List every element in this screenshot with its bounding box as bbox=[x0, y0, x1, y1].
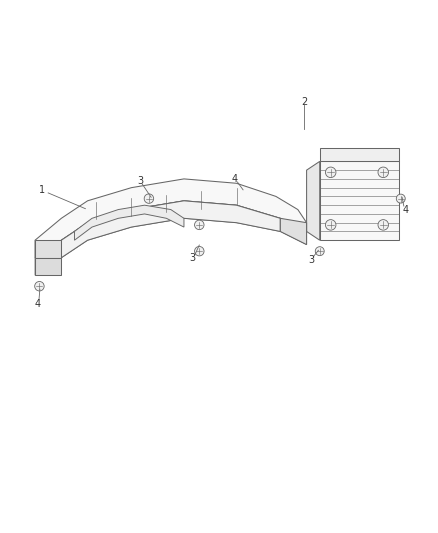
Polygon shape bbox=[35, 201, 307, 275]
Text: 3: 3 bbox=[190, 253, 196, 263]
Circle shape bbox=[396, 194, 405, 203]
Polygon shape bbox=[35, 258, 61, 275]
Circle shape bbox=[35, 281, 44, 291]
Circle shape bbox=[315, 247, 324, 256]
Text: 4: 4 bbox=[402, 205, 408, 215]
Text: 1: 1 bbox=[39, 185, 45, 195]
Text: 3: 3 bbox=[137, 176, 143, 186]
Circle shape bbox=[378, 220, 389, 230]
Circle shape bbox=[325, 220, 336, 230]
Circle shape bbox=[144, 194, 154, 204]
Polygon shape bbox=[307, 161, 320, 240]
Text: 4: 4 bbox=[34, 298, 40, 309]
Polygon shape bbox=[35, 179, 307, 258]
Circle shape bbox=[378, 167, 389, 177]
Circle shape bbox=[325, 167, 336, 177]
Polygon shape bbox=[61, 201, 280, 258]
Text: 4: 4 bbox=[231, 174, 237, 184]
Polygon shape bbox=[320, 148, 399, 161]
Polygon shape bbox=[280, 219, 307, 245]
Text: 3: 3 bbox=[308, 255, 314, 265]
Circle shape bbox=[194, 246, 204, 256]
Polygon shape bbox=[74, 205, 184, 240]
Text: 2: 2 bbox=[301, 97, 307, 107]
Circle shape bbox=[194, 220, 204, 230]
Polygon shape bbox=[35, 240, 61, 258]
Polygon shape bbox=[320, 161, 399, 240]
